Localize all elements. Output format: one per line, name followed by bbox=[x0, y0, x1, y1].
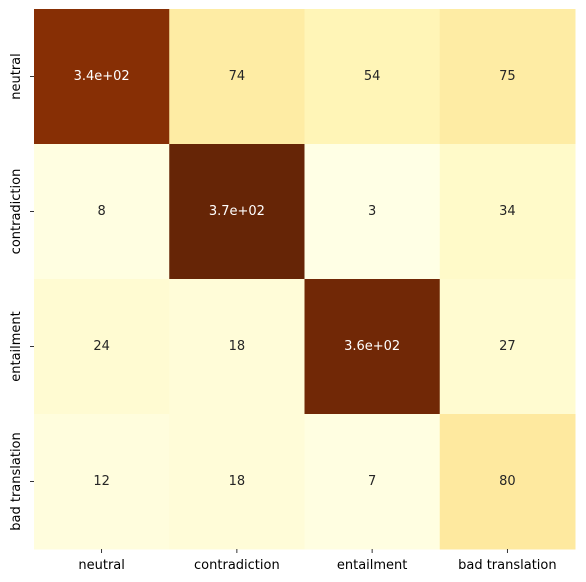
cell-label-1-1: 3.7e+02 bbox=[209, 204, 265, 219]
heatmap-cell-2-3 bbox=[439, 279, 576, 415]
heatmap-cell-0-3 bbox=[439, 9, 576, 145]
cell-label-2-1: 18 bbox=[229, 339, 246, 354]
heatmap-cell-3-2 bbox=[304, 414, 441, 550]
x-tick-label-1: contradiction bbox=[194, 558, 280, 573]
cell-label-3-3: 80 bbox=[499, 474, 516, 489]
cell-label-2-3: 27 bbox=[499, 339, 516, 354]
cell-label-3-0: 12 bbox=[93, 474, 110, 489]
cell-label-3-1: 18 bbox=[229, 474, 246, 489]
cell-label-0-1: 74 bbox=[229, 69, 246, 84]
cell-label-0-0: 3.4e+02 bbox=[74, 69, 130, 84]
heatmap-cell-3-3 bbox=[439, 414, 576, 550]
heatmap-cell-0-1 bbox=[169, 9, 305, 145]
heatmap-cell-3-0 bbox=[34, 414, 170, 550]
cell-label-1-0: 8 bbox=[97, 204, 105, 219]
heatmap-cell-0-2 bbox=[304, 9, 441, 145]
heatmap-cell-1-2 bbox=[304, 144, 441, 280]
heatmap-cell-1-0 bbox=[34, 144, 170, 280]
x-tick-label-0: neutral bbox=[78, 558, 125, 573]
cell-label-1-3: 34 bbox=[499, 204, 516, 219]
heatmap-cell-2-2 bbox=[304, 279, 441, 415]
x-axis: neutral contradiction entailment bad transl… bbox=[78, 549, 557, 573]
heatmap-cell-0-0 bbox=[34, 9, 170, 145]
y-tick-label-3: bad translation bbox=[9, 432, 24, 531]
heatmap-cell-2-1 bbox=[169, 279, 305, 415]
y-tick-label-1: contradiction bbox=[9, 169, 24, 255]
cell-label-1-2: 3 bbox=[368, 204, 376, 219]
cell-label-2-0: 24 bbox=[93, 339, 110, 354]
heatmap-cell-2-0 bbox=[34, 279, 170, 415]
heatmap-cell-3-1 bbox=[169, 414, 305, 550]
cell-label-0-2: 54 bbox=[364, 69, 381, 84]
cell-label-2-2: 3.6e+02 bbox=[344, 339, 400, 354]
heatmap-cells bbox=[34, 9, 576, 550]
cell-label-0-3: 75 bbox=[499, 69, 516, 84]
y-tick-label-2: entailment bbox=[9, 311, 24, 382]
heatmap-cell-labels: 3.4e+02 74 54 75 8 3.7e+02 3 34 24 18 3.6e+02 27 12 1… bbox=[74, 69, 516, 489]
x-tick-label-2: entailment bbox=[337, 558, 408, 573]
x-tick-label-3: bad translation bbox=[458, 558, 557, 573]
y-tick-label-0: neutral bbox=[9, 53, 24, 100]
heatmap-cell-1-3 bbox=[439, 144, 576, 280]
y-axis: neutral contradiction entailment bad transl… bbox=[9, 53, 34, 531]
heatmap-cell-1-1 bbox=[169, 144, 305, 280]
cell-label-3-2: 7 bbox=[368, 474, 376, 489]
